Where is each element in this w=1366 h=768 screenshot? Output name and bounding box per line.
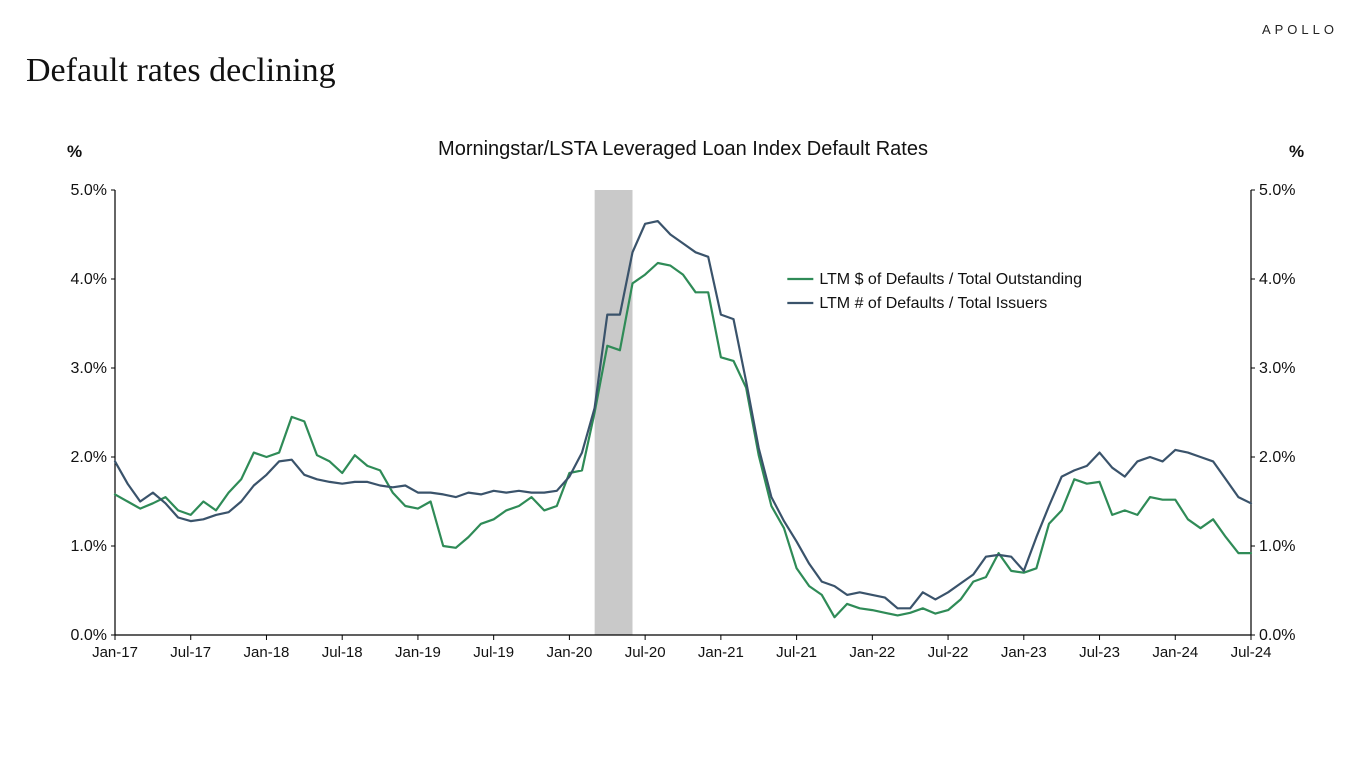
series-dollar-defaults: [115, 263, 1251, 617]
y-tick-left: 4.0%: [71, 271, 107, 288]
y-tick-left: 3.0%: [71, 360, 107, 377]
x-tick: Jul-24: [1231, 644, 1272, 661]
brand-logo: APOLLO: [1262, 22, 1338, 37]
x-tick: Jul-21: [776, 644, 817, 661]
y-tick-right: 4.0%: [1259, 271, 1295, 288]
y-unit-right: %: [1289, 142, 1304, 161]
x-tick: Jul-17: [170, 644, 211, 661]
y-tick-left: 5.0%: [71, 182, 107, 199]
x-tick: Jan-19: [395, 644, 441, 661]
x-tick: Jul-18: [322, 644, 363, 661]
y-tick-left: 1.0%: [71, 538, 107, 555]
chart-container: 0.0% 0.0% 1.0% 1.0% 2.0% 2.0% 3.0% 3.0% 4.0% 4.0%…: [55, 135, 1311, 695]
y-tick-right: 2.0%: [1259, 449, 1295, 466]
x-tick: Jan-24: [1152, 644, 1198, 661]
y-unit-left: %: [67, 142, 82, 161]
x-tick: Jan-17: [92, 644, 138, 661]
y-tick-left: 0.0%: [71, 627, 107, 644]
x-tick: Jan-22: [849, 644, 895, 661]
legend-label: LTM $ of Defaults / Total Outstanding: [819, 271, 1082, 288]
y-tick-right: 3.0%: [1259, 360, 1295, 377]
line-chart: 0.0% 0.0% 1.0% 1.0% 2.0% 2.0% 3.0% 3.0% 4.0% 4.0%…: [55, 135, 1311, 695]
x-tick: Jul-22: [928, 644, 969, 661]
y-tick-right: 1.0%: [1259, 538, 1295, 555]
y-tick-right: 0.0%: [1259, 627, 1295, 644]
y-tick-right: 5.0%: [1259, 182, 1295, 199]
x-tick: Jul-23: [1079, 644, 1120, 661]
legend-label: LTM # of Defaults / Total Issuers: [819, 295, 1047, 312]
page: APOLLO Default rates declining Morningst…: [0, 0, 1366, 768]
page-title: Default rates declining: [26, 52, 336, 90]
x-tick: Jul-20: [625, 644, 666, 661]
recession-band: [595, 190, 633, 635]
x-tick: Jan-18: [244, 644, 290, 661]
y-tick-left: 2.0%: [71, 449, 107, 466]
x-tick: Jan-23: [1001, 644, 1047, 661]
x-tick: Jan-20: [546, 644, 592, 661]
x-tick: Jul-19: [473, 644, 514, 661]
x-tick: Jan-21: [698, 644, 744, 661]
